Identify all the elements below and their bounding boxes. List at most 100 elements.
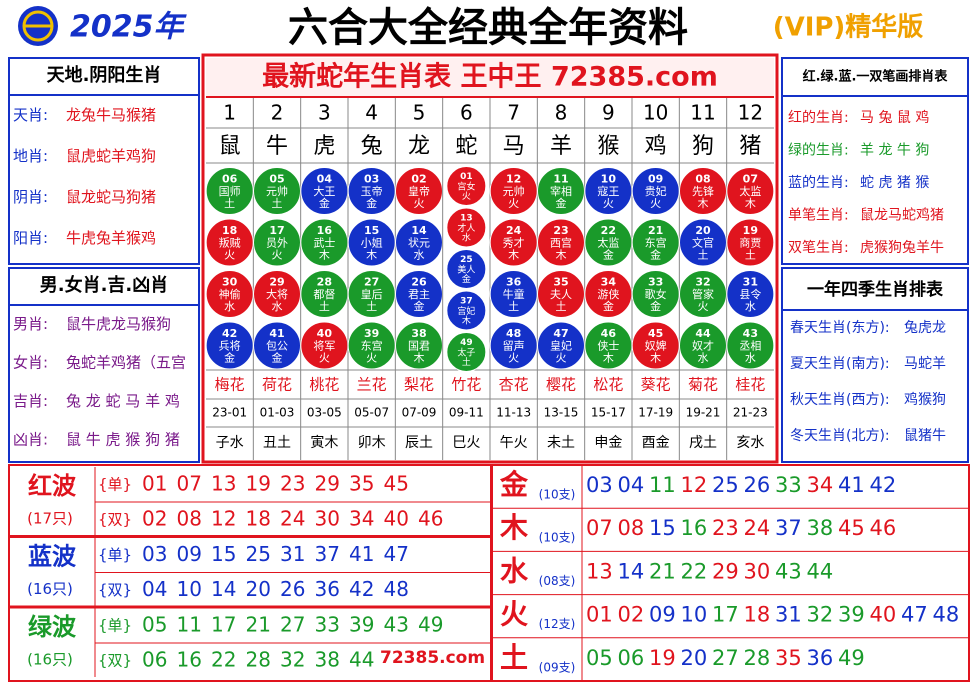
ball (726, 218, 775, 267)
element-number: 46 (870, 516, 897, 540)
hours: 15-17 (591, 406, 626, 420)
column-number: 9 (602, 101, 615, 125)
row-value: 羊 龙 牛 狗 (860, 143, 929, 159)
ball-number: 06 (222, 172, 238, 185)
ball-text: 叛贼 (219, 236, 241, 250)
ball-element: 土 (698, 248, 709, 261)
wave-number: 44 (349, 648, 374, 672)
ball-element: 火 (603, 197, 614, 210)
wave-number: 42 (349, 577, 374, 601)
ball-element: 火 (462, 191, 471, 202)
panel-title: 一年四季生肖排表 (807, 279, 944, 300)
element-name: 火 (500, 598, 528, 631)
ball-number: 47 (553, 327, 568, 340)
ball-number: 32 (695, 275, 710, 288)
ball (446, 249, 487, 289)
ball (446, 207, 487, 248)
element-number: 01 (586, 603, 613, 627)
element-number: 11 (649, 473, 676, 497)
zodiac: 羊 (550, 134, 572, 159)
wave-number: 06 (142, 648, 167, 672)
element-name: 金 (499, 468, 529, 501)
hours: 21-23 (733, 406, 768, 420)
ball-element: 金 (650, 299, 661, 313)
row-value: 鼠龙蛇马狗猪 (66, 188, 156, 206)
ball-number: 23 (553, 224, 568, 237)
wave-row-label: {双} (98, 581, 132, 599)
wave-number: 47 (384, 542, 409, 566)
ball-number: 05 (269, 172, 284, 185)
ball-number: 43 (743, 327, 758, 340)
ball-number: 04 (317, 172, 333, 185)
ball-element: 火 (272, 248, 283, 261)
ball-text: 宰相 (550, 184, 572, 198)
ball-text: 夫人 (550, 288, 572, 301)
element-number: 40 (870, 603, 897, 627)
ball-element: 金 (366, 196, 377, 210)
flower: 桃花 (309, 376, 339, 394)
element-count: (08支) (539, 574, 576, 588)
wave-number: 23 (280, 472, 305, 496)
wave-number: 13 (211, 472, 236, 496)
wave-number: 18 (246, 507, 271, 531)
flower: 梅花 (215, 376, 245, 394)
ball-element: 金 (224, 350, 235, 364)
ball-text: 君主 (408, 288, 430, 301)
row-value: 兔 龙 蛇 马 羊 鸡 (66, 392, 180, 410)
element-number: 16 (681, 516, 708, 540)
wave-number: 37 (315, 542, 340, 566)
flower: 菊花 (688, 376, 718, 394)
ball-number: 11 (553, 172, 568, 185)
wave-number: 09 (177, 542, 202, 566)
ball-element: 水 (745, 300, 756, 313)
row-value: 马 兔 鼠 鸡 (860, 109, 929, 126)
zodiac: 蛇 (455, 134, 477, 159)
row-value: 鼠牛虎龙马猴狗 (66, 315, 171, 333)
ball-number: 33 (648, 275, 663, 288)
wave-number: 07 (177, 472, 202, 496)
ball-element: 火 (414, 197, 425, 210)
ball-element: 木 (556, 248, 567, 261)
branch: 申金 (594, 435, 622, 451)
ball-text: 游侠 (597, 288, 619, 301)
wave-number: 40 (384, 507, 409, 531)
panel (781, 57, 969, 265)
ball-text: 美人 (457, 264, 475, 276)
row-label: 天肖: (13, 106, 48, 124)
ball-element: 金 (603, 299, 614, 313)
element-number: 04 (618, 473, 645, 497)
flower: 葵花 (641, 376, 671, 394)
element-number: 30 (744, 559, 771, 583)
ball-element: 水 (462, 232, 471, 244)
branch: 子水 (216, 435, 244, 451)
hours: 03-05 (307, 406, 342, 420)
wave-name: 绿波 (28, 613, 77, 641)
branch: 酉金 (642, 435, 670, 451)
ball-text: 包公 (266, 340, 288, 353)
hours: 09-11 (449, 406, 484, 420)
element-number: 35 (775, 646, 802, 670)
element-number: 48 (933, 603, 960, 627)
wave-number: 26 (280, 577, 305, 601)
ball-element: 火 (366, 351, 377, 364)
zodiac: 狗 (692, 134, 714, 159)
element-number: 21 (649, 559, 676, 583)
wave-number: 11 (177, 613, 202, 637)
edition: (VIP)精华版 (773, 12, 924, 43)
wave-count: (16只) (27, 580, 73, 598)
year: 2025年 (70, 10, 187, 45)
row-value: 马蛇羊 (904, 356, 946, 372)
wave-number: 27 (280, 613, 305, 637)
flower: 桂花 (735, 376, 765, 394)
panel (491, 464, 970, 682)
column-number: 5 (413, 101, 426, 125)
wave-number: 33 (315, 613, 340, 637)
element-number: 47 (901, 603, 928, 627)
ball-text: 东宫 (645, 236, 667, 250)
ball-text: 皇后 (361, 287, 383, 301)
column-number: 2 (271, 101, 284, 125)
element-number: 44 (807, 559, 834, 583)
ball-element: 金 (414, 299, 425, 313)
wave-row-label: {单} (98, 546, 132, 564)
panel (201, 53, 779, 464)
